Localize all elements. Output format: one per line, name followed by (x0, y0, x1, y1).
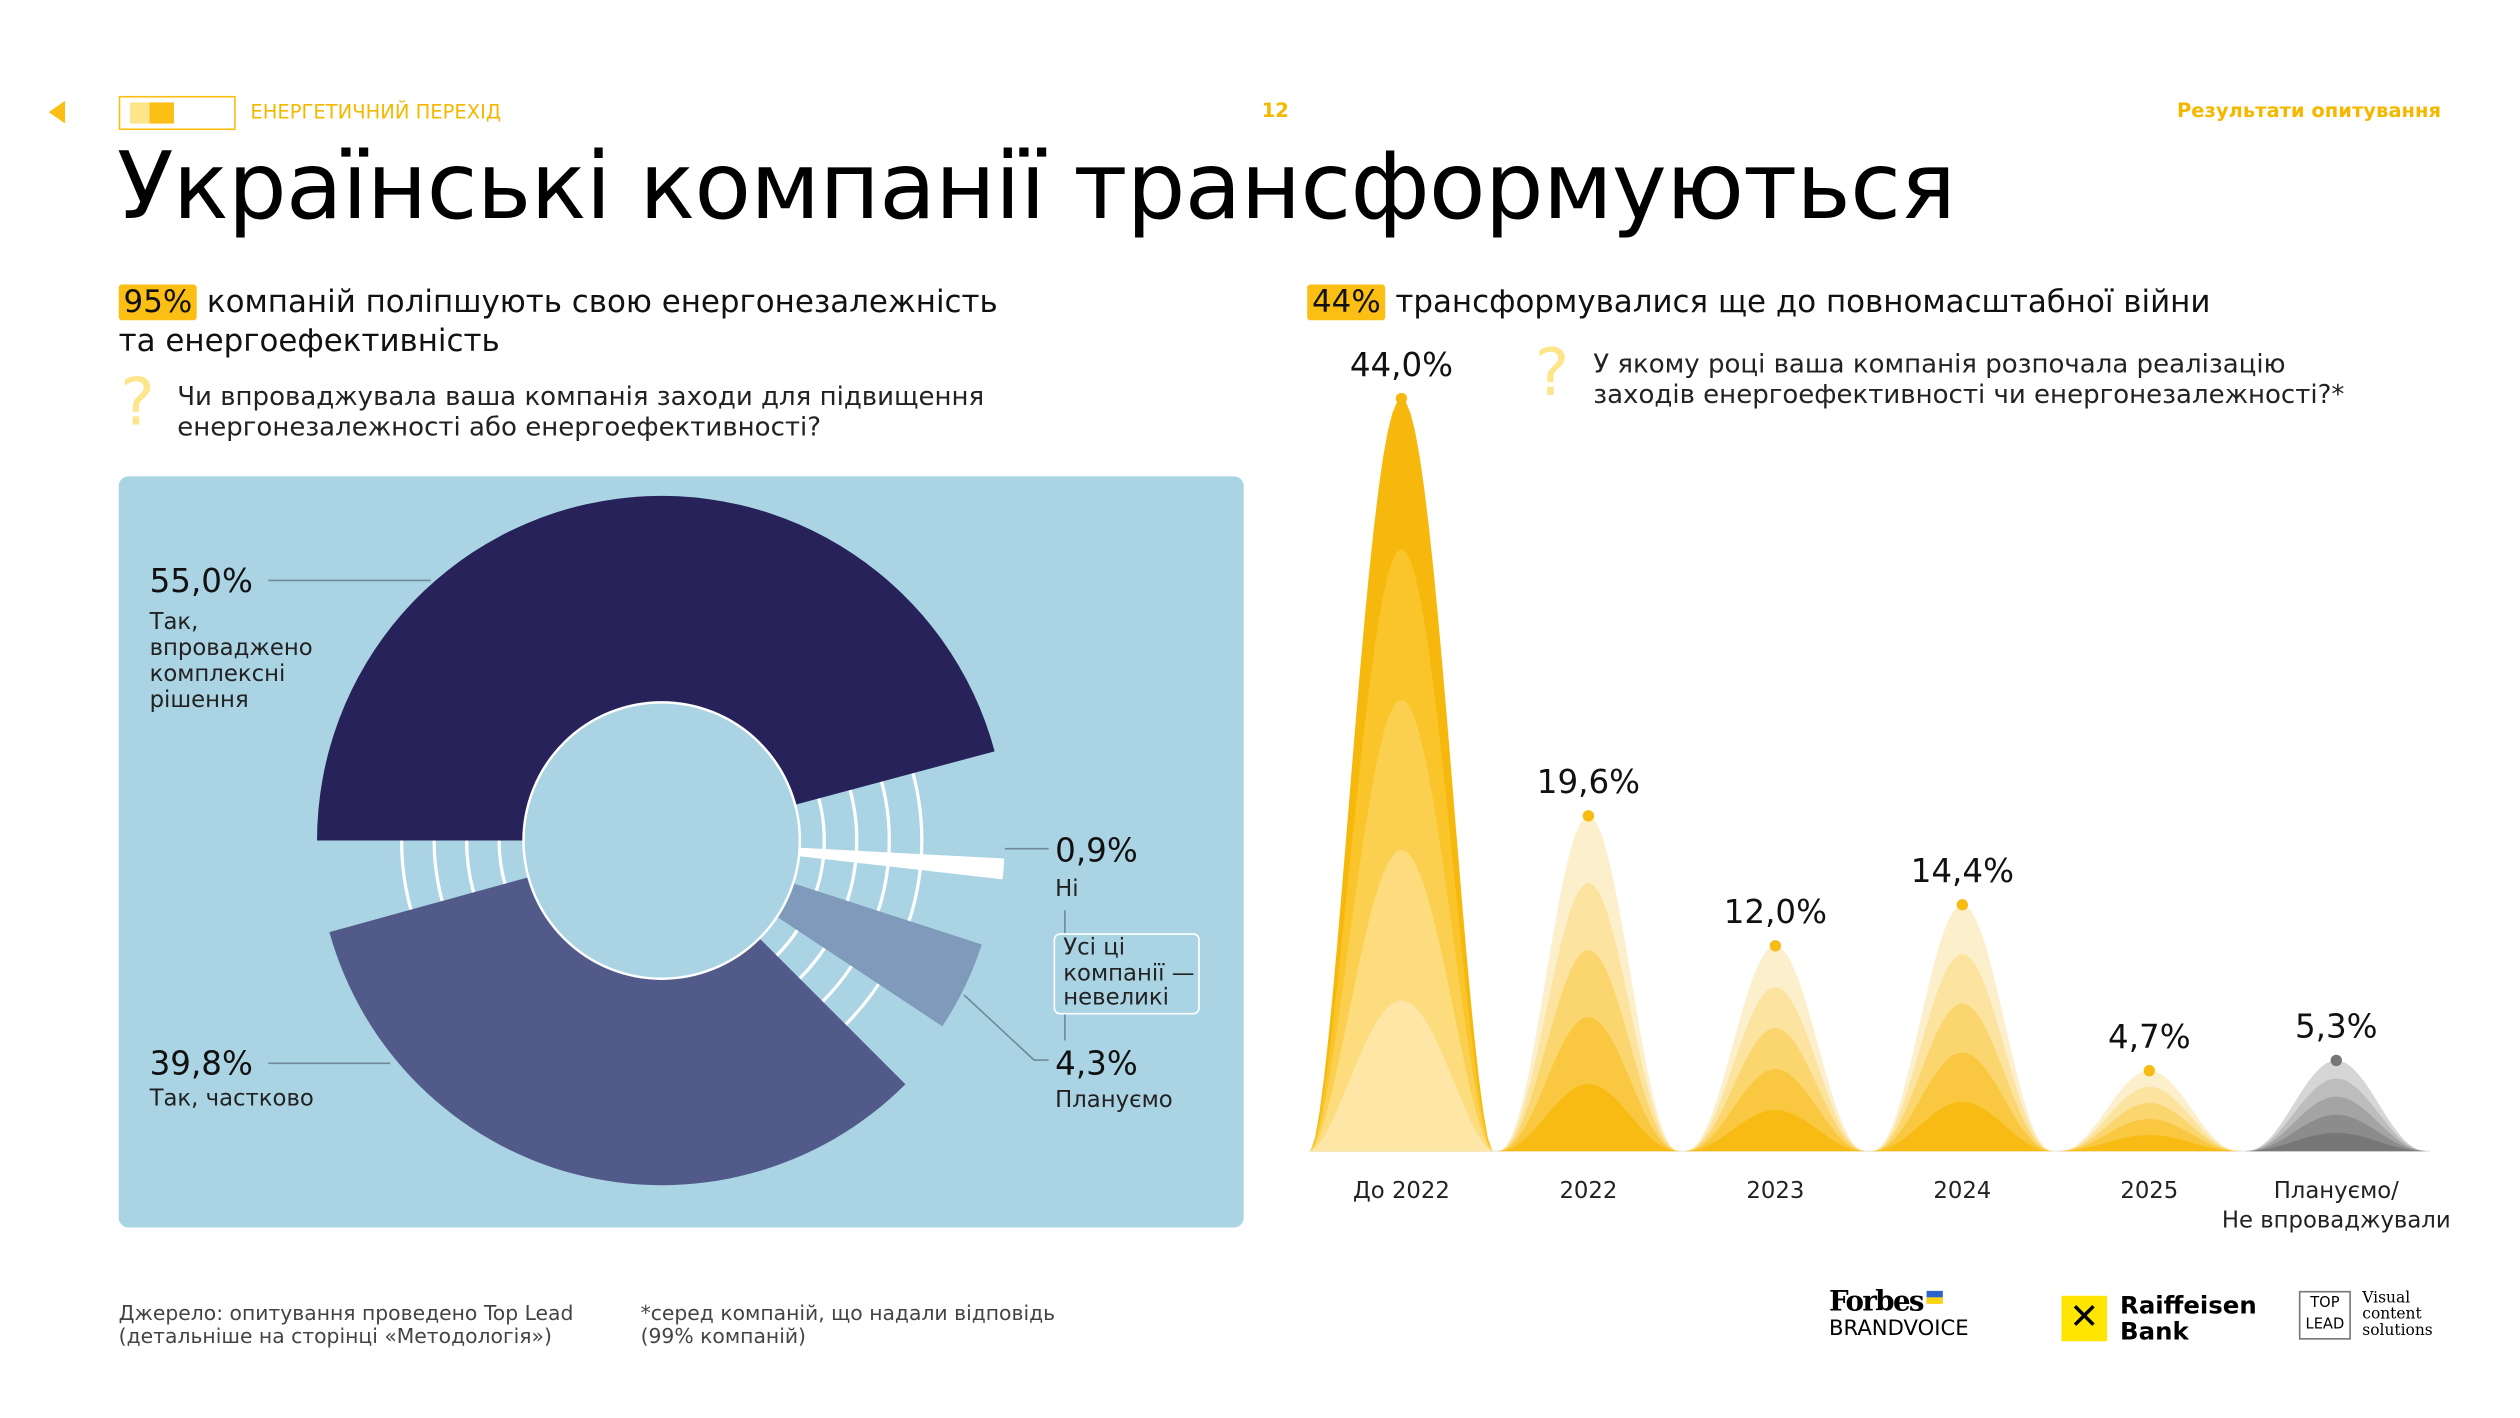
peak-value-label: 19,6% (1537, 763, 1640, 801)
source-note: Джерело: опитування проведено Top Lead (… (118, 1300, 574, 1348)
peak-value-label: 5,3% (2295, 1008, 2378, 1046)
peak-layer (1310, 1000, 1493, 1152)
label-398: 39,8% (149, 1043, 253, 1083)
peak-layer (2058, 1134, 2241, 1152)
highlight-44: 44% (1307, 284, 1386, 321)
peak-layer (1684, 1068, 1867, 1152)
peak-value-label: 44,0% (1350, 346, 1453, 384)
peak-dot (1956, 899, 1969, 911)
note-l1: Усі ці (1063, 934, 1126, 961)
donut-hole (522, 701, 802, 980)
question-mark-icon: ? (120, 365, 155, 441)
peak-value-label: 12,0% (1724, 893, 1827, 931)
peak-layer (1684, 1110, 1867, 1152)
desc-55-l3: комплексні (149, 661, 286, 688)
left-question-line2: енергонезалежності або енергоефективност… (177, 411, 822, 443)
desc-398: Так, частково (149, 1086, 314, 1113)
slice-no (758, 845, 1005, 880)
desc-55-l4: рішення (149, 687, 249, 714)
raiffeisen-text: Raiffeisen (2120, 1290, 2257, 1321)
slice-planned (743, 870, 982, 1027)
footnote-l1: *серед компаній, що надали відповідь (640, 1300, 1056, 1326)
category-label: Плануємо/ (2274, 1178, 2399, 1204)
question-mark-icon-right: ? (1534, 336, 1570, 412)
peak-layer (1497, 1084, 1680, 1152)
left-question: Чи впроваджувала ваша компанія заходи дл… (177, 380, 984, 442)
desc-09: Ні (1055, 876, 1079, 903)
desc-55-l2: впроваджено (149, 635, 313, 662)
slice-complex (317, 495, 995, 841)
highlight-95: 95% (118, 284, 198, 321)
note-l3: невеликі (1063, 985, 1170, 1012)
desc-55: Так, впроваджено комплексні рішення (150, 610, 313, 714)
peak-value-label: 14,4% (1911, 852, 2014, 890)
peak-dot (2330, 1054, 2342, 1067)
page-number: 12 (1261, 99, 1289, 122)
right-subtitle-text: трансформувалися ще до повномасштабної в… (1395, 284, 2211, 321)
category-label: До 2022 (1353, 1178, 1450, 1204)
footnote: *серед компаній, що надали відповідь (99… (640, 1300, 1056, 1348)
left-subtitle-text: компаній поліпшують свою енергонезалежні… (206, 284, 998, 321)
peak-layer (1497, 1016, 1680, 1152)
right-question-line1: У якому році ваша компанія розпочала реа… (1593, 347, 2286, 379)
slice-partial (329, 866, 906, 1186)
leader-43 (963, 994, 1049, 1061)
source-l1: Джерело: опитування проведено Top Lead (118, 1300, 574, 1326)
page-title: Українські компанії трансформуються (117, 133, 1956, 241)
category-label: 2023 (1746, 1178, 1804, 1204)
progress-indicator (118, 95, 236, 131)
peak-dot (1769, 940, 1782, 952)
label-55: 55,0% (149, 560, 253, 600)
toplead-logo: TOP LEAD Visual content solutions (2298, 1290, 2433, 1340)
desc-55-l1: Так, (149, 609, 199, 636)
desc-43: Плануємо (1055, 1087, 1173, 1114)
peak-dot (2143, 1064, 2155, 1077)
note-box: Усі ці компанії — невеликі (1053, 933, 1200, 1015)
left-subtitle: 95% компаній поліпшують свою енергонезал… (118, 283, 998, 361)
peak-layer (2245, 1132, 2428, 1152)
peak-value-label: 4,7% (2108, 1018, 2191, 1056)
category-label: 2024 (1933, 1178, 1991, 1204)
back-arrow-icon[interactable] (48, 100, 66, 124)
source-l2: (детальніше на сторінці «Методологія») (118, 1323, 552, 1348)
left-question-line1: Чи впроваджувала ваша компанія заходи дл… (177, 380, 985, 412)
forbes-logo: Forbes BRANDVOICE (1829, 1286, 1969, 1342)
category-label: Не впроваджували (2222, 1207, 2451, 1233)
right-subtitle: 44% трансформувалися ще до повномасштабн… (1307, 283, 2210, 322)
bank-text: Bank (2120, 1316, 2189, 1347)
peak-layer (1871, 1101, 2054, 1152)
right-question: У якому році ваша компанія розпочала реа… (1593, 348, 2344, 410)
peak-dot (1395, 392, 1408, 405)
left-subtitle-line2: та енергоефективність (118, 323, 500, 360)
right-question-line2: заходів енергоефективності чи енергонеза… (1593, 378, 2345, 410)
section-label[interactable]: ЕНЕРГЕТИЧНИЙ ПЕРЕХІД (250, 100, 502, 124)
note-l2: компанії — (1063, 960, 1195, 987)
label-09: 0,9% (1055, 830, 1138, 870)
footnote-l2: (99% компаній) (640, 1323, 806, 1348)
peak-dot (1582, 810, 1595, 822)
category-label: 2025 (2120, 1178, 2178, 1204)
results-link[interactable]: Результати опитування (2176, 99, 2441, 122)
category-label: 2022 (1559, 1178, 1617, 1204)
label-43: 4,3% (1055, 1043, 1138, 1083)
